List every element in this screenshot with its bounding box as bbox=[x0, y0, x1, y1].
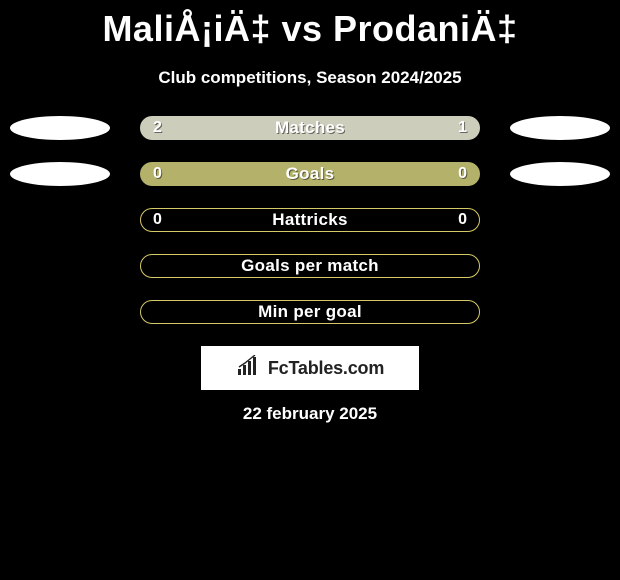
stat-label: Hattricks bbox=[272, 210, 347, 230]
banner-text: FcTables.com bbox=[268, 358, 384, 379]
page-title: MaliÅ¡iÄ‡ vs ProdaniÄ‡ bbox=[0, 8, 620, 50]
chart-icon bbox=[236, 355, 262, 382]
stat-bar: 2 Matches 1 bbox=[140, 116, 480, 140]
player-left-oval bbox=[10, 162, 110, 186]
stat-label: Goals per match bbox=[241, 256, 379, 276]
stat-value-left: 0 bbox=[153, 165, 162, 183]
stat-value-left: 0 bbox=[153, 211, 162, 229]
stat-bar: Goals per match bbox=[140, 254, 480, 278]
player-right-oval bbox=[510, 162, 610, 186]
date-label: 22 february 2025 bbox=[0, 404, 620, 424]
stat-value-right: 0 bbox=[458, 165, 467, 183]
stat-value-right: 1 bbox=[458, 119, 467, 137]
stat-label: Goals bbox=[286, 164, 335, 184]
player-right-oval bbox=[510, 116, 610, 140]
stat-label: Matches bbox=[275, 118, 345, 138]
stat-value-right: 0 bbox=[458, 211, 467, 229]
stat-row: Min per goal bbox=[0, 300, 620, 324]
stat-row: 0 Hattricks 0 bbox=[0, 208, 620, 232]
stat-row: 0 Goals 0 bbox=[0, 162, 620, 186]
stat-bar: Min per goal bbox=[140, 300, 480, 324]
stat-row: Goals per match bbox=[0, 254, 620, 278]
stat-label: Min per goal bbox=[258, 302, 362, 322]
stat-bar: 0 Goals 0 bbox=[140, 162, 480, 186]
fctables-banner[interactable]: FcTables.com bbox=[201, 346, 419, 390]
stat-row: 2 Matches 1 bbox=[0, 116, 620, 140]
player-left-oval bbox=[10, 116, 110, 140]
stat-value-left: 2 bbox=[153, 119, 162, 137]
subtitle: Club competitions, Season 2024/2025 bbox=[0, 68, 620, 88]
stat-bar: 0 Hattricks 0 bbox=[140, 208, 480, 232]
